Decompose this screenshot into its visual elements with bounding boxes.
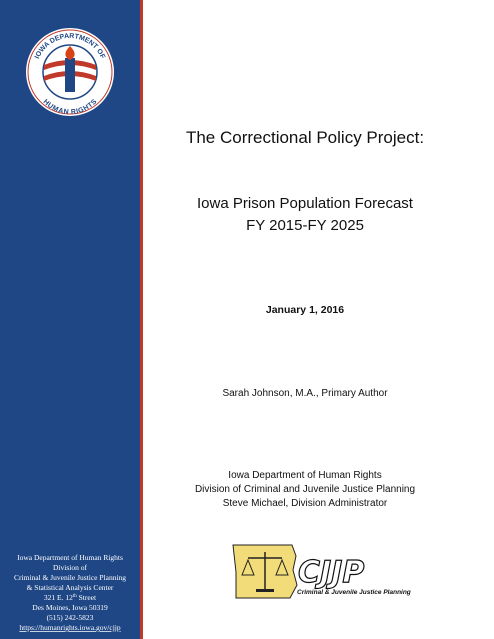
superscript: th: [73, 594, 77, 599]
date: January 1, 2016: [266, 304, 344, 316]
address-line: Des Moines, Iowa 50319: [32, 603, 108, 612]
address-line: & Statistical Analysis Center: [27, 583, 114, 592]
street-rest: Street: [77, 593, 97, 602]
address-url: https://humanrights.iowa.gov/cjjp: [19, 623, 120, 632]
organization: Division of Criminal and Juvenile Justic…: [195, 484, 415, 495]
subtitle: FY 2015-FY 2025: [246, 217, 364, 234]
footer-logo: CJJP Criminal & Juvenile Justice Plannin…: [232, 544, 411, 599]
organization: Iowa Department of Human Rights: [228, 470, 381, 481]
logo-name: Criminal & Juvenile Justice Planning: [297, 589, 411, 596]
address-line: 321 E. 12th Street: [44, 593, 97, 602]
address: Iowa Department of Human Rights Division…: [14, 553, 126, 632]
author: Sarah Johnson, M.A., Primary Author: [222, 388, 388, 399]
sidebar-rule: [140, 0, 143, 639]
address-line: (515) 242-5823: [47, 613, 94, 622]
street: 321 E. 12: [44, 593, 73, 602]
title: The Correctional Policy Project:: [186, 128, 424, 147]
organization: Steve Michael, Division Administrator: [223, 498, 388, 509]
address-line: Iowa Department of Human Rights: [17, 553, 123, 562]
logo-acronym: CJJP: [298, 555, 364, 590]
main-text: The Correctional Policy Project: Iowa Pr…: [186, 128, 424, 509]
address-line: Criminal & Juvenile Justice Planning: [14, 573, 126, 582]
subtitle: Iowa Prison Population Forecast: [197, 195, 414, 212]
address-line: Division of: [53, 563, 87, 572]
logo: IOWA DEPARTMENT OF HUMAN RIGHTS: [24, 26, 116, 118]
